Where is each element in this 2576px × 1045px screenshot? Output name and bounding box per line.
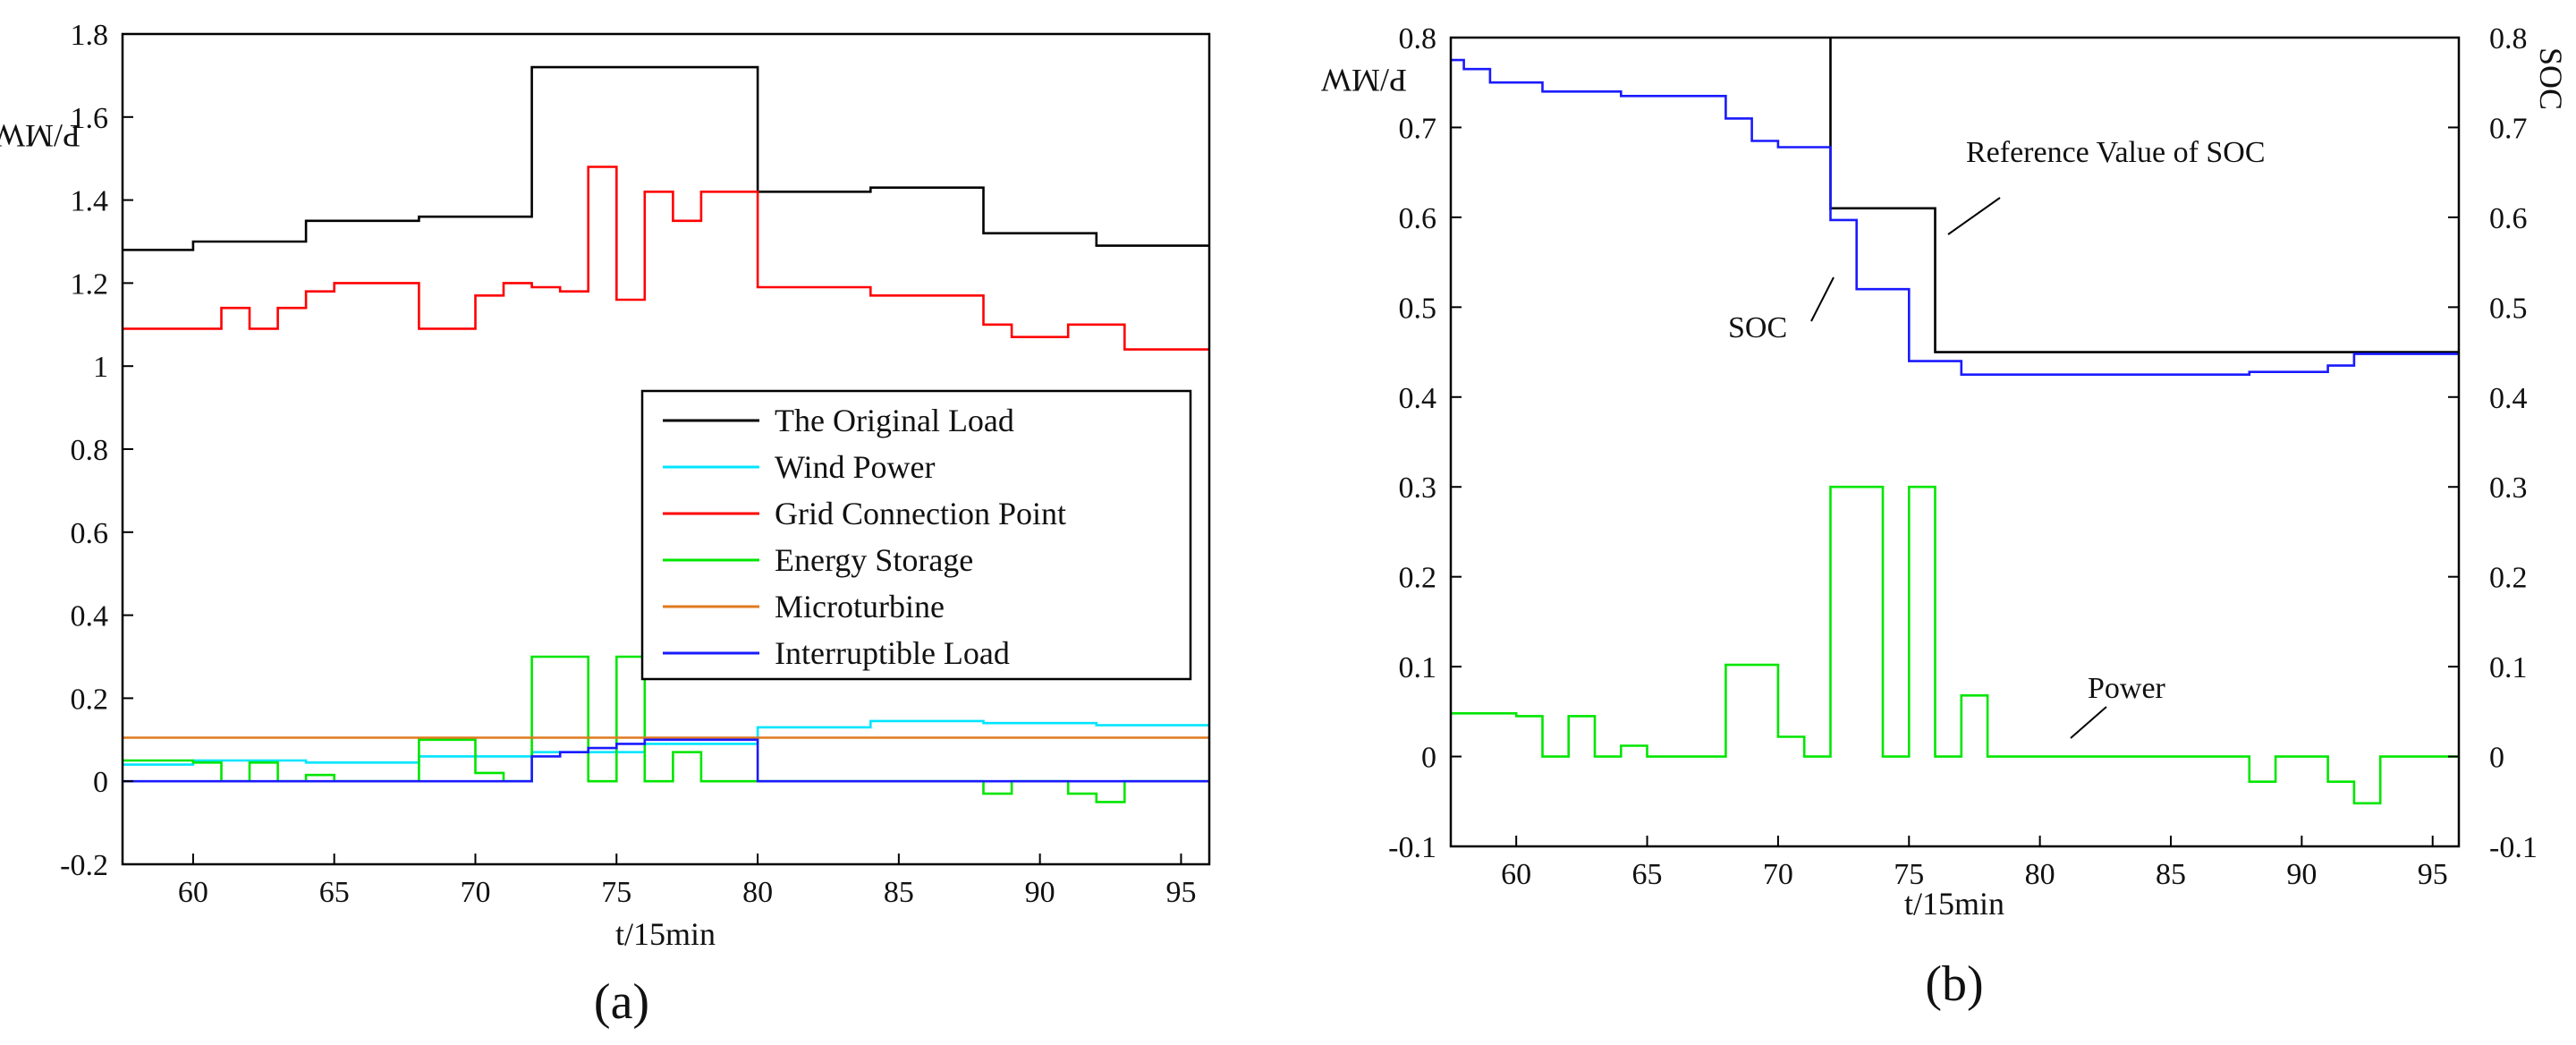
panel-b-plot-frame bbox=[1449, 36, 2461, 848]
panel-b-x-tick-label: 75 bbox=[1894, 858, 1924, 891]
panel-a-y-tick-label: 0.2 bbox=[71, 683, 109, 716]
annotation-power: Power bbox=[2088, 672, 2166, 705]
annotation-reference-soc: Reference Value of SOC bbox=[1966, 136, 2266, 169]
panel-b-y-tick-label: 0.7 bbox=[1399, 112, 1437, 145]
panel-b-y2-tick-label: -0.1 bbox=[2489, 831, 2538, 864]
panel-a-x-tick-label: 60 bbox=[178, 876, 208, 909]
legend-label-interruptible-load: Interruptible Load bbox=[775, 635, 1010, 671]
panel-b-y2-ticks: -0.1 0 0.1 0.2 0.3 0.4 0.5 0.6 0.7 0.8 bbox=[2489, 22, 2538, 864]
panel-b-x-tick-label: 90 bbox=[2286, 858, 2317, 891]
panel-a: 60 65 70 75 80 85 90 95 -0.2 0 0.2 0.4 0.6 0.8 1 1.2 1.… bbox=[0, 19, 1211, 1030]
panel-b-y2-tick-label: 0.5 bbox=[2489, 292, 2528, 325]
panel-a-x-tick-label: 90 bbox=[1025, 876, 1055, 909]
panel-a-y-tick-label: 1.8 bbox=[71, 19, 109, 52]
panel-a-x-tick-label: 75 bbox=[601, 876, 631, 909]
annotation-soc: SOC bbox=[1728, 311, 1787, 344]
panel-b-y2-axis-title: SOC bbox=[2533, 47, 2569, 110]
panel-a-y-tick-label: 1.6 bbox=[71, 102, 109, 135]
panel-a-x-ticks: 60 65 70 75 80 85 90 95 bbox=[178, 854, 1196, 909]
panel-a-x-axis-title: t/15min bbox=[615, 916, 716, 952]
panel-b-y-tick-label: 0.3 bbox=[1399, 472, 1437, 505]
panel-b-y-ticks: -0.1 0 0.1 0.2 0.3 0.4 0.5 0.6 0.7 0.8 bbox=[1388, 22, 2459, 864]
panel-a-y-tick-label: 1.4 bbox=[71, 185, 109, 218]
panel-a-x-tick-label: 95 bbox=[1165, 876, 1196, 909]
panel-a-x-tick-label: 85 bbox=[884, 876, 914, 909]
annotation-power-leader bbox=[2070, 706, 2107, 739]
annotation-soc-leader bbox=[1810, 276, 1835, 322]
panel-a-y-tick-label: 0.4 bbox=[71, 600, 109, 633]
panel-b-y-tick-label: -0.1 bbox=[1388, 831, 1436, 864]
panel-b-x-tick-label: 70 bbox=[1763, 858, 1793, 891]
panel-b-y2-tick-label: 0.3 bbox=[2489, 472, 2528, 505]
panel-b-y-tick-label: 0.8 bbox=[1399, 22, 1437, 55]
panel-b-series-reference-value-of-soc bbox=[1829, 38, 2459, 353]
legend-label-energy-storage: Energy Storage bbox=[775, 542, 973, 578]
panel-a-x-tick-label: 70 bbox=[460, 876, 490, 909]
legend-label-microturbine: Microturbine bbox=[775, 589, 945, 624]
panel-b: 60 65 70 75 80 85 90 95 -0.1 0 0.1 0.2 0.3 0.4 0.5 0.6… bbox=[1321, 22, 2569, 1012]
panel-b-x-axis-title: t/15min bbox=[1904, 886, 2004, 922]
panel-b-y-tick-label: 0 bbox=[1421, 742, 1436, 775]
panel-a-legend-box bbox=[640, 389, 1192, 681]
legend-label-grid-connection-point: Grid Connection Point bbox=[775, 496, 1066, 531]
panel-a-y-tick-label: 0.8 bbox=[71, 434, 109, 467]
panel-b-y-axis-title: P/MW bbox=[1321, 63, 1407, 98]
panel-b-label: (b) bbox=[1925, 956, 1983, 1012]
panel-a-x-tick-label: 80 bbox=[742, 876, 773, 909]
panel-b-series-soc bbox=[1451, 58, 2459, 376]
panel-b-y2-tick-label: 0.7 bbox=[2489, 112, 2528, 145]
panel-b-y2-tick-label: 0 bbox=[2489, 742, 2504, 775]
panel-a-series-wind-power bbox=[123, 719, 1209, 766]
panel-b-x-tick-label: 85 bbox=[2156, 858, 2186, 891]
panel-a-series bbox=[123, 65, 1209, 803]
panel-a-label: (a) bbox=[594, 974, 649, 1030]
panel-a-y-tick-label: 1.2 bbox=[71, 268, 109, 301]
panel-b-x-ticks: 60 65 70 75 80 85 90 95 bbox=[1501, 836, 2448, 891]
panel-b-series-power bbox=[1451, 485, 2459, 805]
panel-a-legend: The Original Load Wind Power Grid Connecti… bbox=[640, 389, 1192, 681]
panel-b-y-tick-label: 0.2 bbox=[1399, 562, 1437, 595]
panel-a-y-axis-title: P/MW bbox=[0, 118, 80, 154]
panel-b-x-tick-label: 80 bbox=[2025, 858, 2055, 891]
panel-a-y-tick-label: 1 bbox=[93, 351, 108, 384]
panel-a-y-tick-label: 0 bbox=[93, 766, 108, 799]
panel-b-y2-tick-label: 0.6 bbox=[2489, 202, 2528, 235]
panel-b-x-tick-label: 65 bbox=[1632, 858, 1663, 891]
panel-a-x-tick-label: 65 bbox=[319, 876, 350, 909]
panel-a-y-ticks: -0.2 0 0.2 0.4 0.6 0.8 1 1.2 1.4 1.6 1.8 bbox=[60, 19, 133, 882]
panel-a-y-tick-label: -0.2 bbox=[60, 849, 108, 882]
panel-a-series-the-original-load bbox=[123, 65, 1209, 251]
panel-b-y-tick-label: 0.1 bbox=[1399, 651, 1437, 684]
panel-b-y2-tick-label: 0.8 bbox=[2489, 22, 2528, 55]
panel-b-x-tick-label: 60 bbox=[1501, 858, 1531, 891]
legend-label-the-original-load: The Original Load bbox=[775, 403, 1014, 438]
panel-b-y2-tick-label: 0.4 bbox=[2489, 382, 2528, 415]
panel-a-series-interruptible-load bbox=[123, 738, 1209, 783]
panel-b-y2-tick-label: 0.1 bbox=[2489, 651, 2528, 684]
panel-b-x-tick-label: 95 bbox=[2418, 858, 2448, 891]
panel-a-series-grid-connection-point bbox=[123, 166, 1209, 351]
annotation-reference-soc-leader bbox=[1947, 197, 2001, 235]
panel-b-y-tick-label: 0.5 bbox=[1399, 292, 1437, 325]
panel-b-y-tick-label: 0.4 bbox=[1399, 382, 1437, 415]
legend-label-wind-power: Wind Power bbox=[775, 449, 936, 485]
panel-b-y-tick-label: 0.6 bbox=[1399, 202, 1437, 235]
panel-a-y-tick-label: 0.6 bbox=[71, 517, 109, 550]
panel-b-y2-tick-label: 0.2 bbox=[2489, 562, 2528, 595]
panel-b-series bbox=[1451, 38, 2459, 805]
